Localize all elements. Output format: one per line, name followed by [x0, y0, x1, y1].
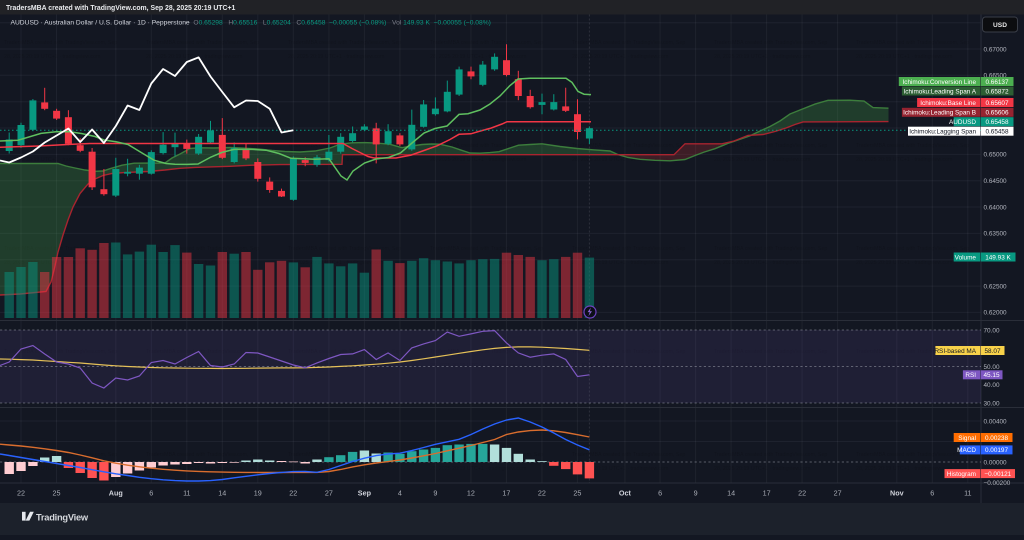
svg-text:22: 22	[289, 489, 297, 498]
svg-text:6: 6	[930, 489, 934, 498]
svg-text:30.00: 30.00	[984, 400, 1000, 407]
svg-text:6: 6	[149, 489, 153, 498]
svg-text:17: 17	[502, 489, 510, 498]
svg-text:Ichimoku:Lagging Span: Ichimoku:Lagging Span	[909, 129, 976, 136]
svg-text:0.64500: 0.64500	[984, 178, 1008, 185]
svg-text:0.67000: 0.67000	[984, 46, 1008, 53]
svg-text:14: 14	[727, 489, 735, 498]
svg-text:MACD: MACD	[957, 447, 976, 454]
svg-text:TradersMBA created with Tradin: TradersMBA created with TradingView.com,…	[6, 5, 235, 12]
svg-text:22: 22	[538, 489, 546, 498]
svg-text:−0.00200: −0.00200	[984, 480, 1011, 487]
svg-text:−0.00121: −0.00121	[984, 471, 1011, 478]
svg-text:50.00: 50.00	[984, 364, 1000, 371]
svg-text:12: 12	[467, 489, 475, 498]
svg-text:9: 9	[433, 489, 437, 498]
svg-text:RSI: RSI	[965, 372, 976, 379]
svg-text:25: 25	[573, 489, 581, 498]
svg-text:22: 22	[798, 489, 806, 498]
svg-text:14: 14	[218, 489, 226, 498]
svg-text:9: 9	[694, 489, 698, 498]
svg-text:0.65607: 0.65607	[985, 100, 1009, 107]
svg-text:0.65458: 0.65458	[985, 129, 1009, 136]
svg-text:0.00197: 0.00197	[985, 447, 1009, 454]
svg-text:AUDUSD: AUDUSD	[949, 119, 976, 126]
svg-text:Nov: Nov	[890, 489, 904, 498]
svg-text:Signal: Signal	[958, 435, 976, 442]
svg-text:11: 11	[964, 489, 971, 498]
svg-text:Oct: Oct	[619, 489, 632, 498]
svg-text:0.65000: 0.65000	[984, 152, 1008, 159]
svg-text:TradingView: TradingView	[36, 513, 89, 523]
svg-text:Ichimoku:Leading Span B: Ichimoku:Leading Span B	[903, 110, 976, 117]
svg-text:Ichimoku:Leading Span A: Ichimoku:Leading Span A	[904, 88, 977, 95]
svg-text:4: 4	[398, 489, 402, 498]
svg-text:0.63500: 0.63500	[984, 231, 1008, 238]
svg-text:0.66137: 0.66137	[985, 79, 1009, 86]
svg-text:0.65872: 0.65872	[985, 88, 1009, 95]
svg-text:11: 11	[183, 489, 190, 498]
svg-text:27: 27	[325, 489, 333, 498]
svg-text:Histogram: Histogram	[947, 471, 976, 478]
svg-text:0.64000: 0.64000	[984, 204, 1008, 211]
svg-text:22: 22	[17, 489, 25, 498]
svg-text:0.00238: 0.00238	[985, 435, 1009, 442]
svg-text:70.00: 70.00	[984, 327, 1000, 334]
svg-text:Sep: Sep	[358, 489, 372, 498]
svg-text:0.00000: 0.00000	[984, 459, 1008, 466]
svg-text:Ichimoku:Base Line: Ichimoku:Base Line	[920, 100, 976, 107]
svg-text:AUDUSD · Australian Dollar / U: AUDUSD · Australian Dollar / U.S. Dollar…	[11, 19, 491, 26]
svg-text:RSI-based MA: RSI-based MA	[934, 348, 976, 355]
svg-text:Aug: Aug	[109, 489, 123, 498]
svg-text:19: 19	[254, 489, 262, 498]
svg-text:0.62500: 0.62500	[984, 283, 1008, 290]
svg-text:USD: USD	[993, 22, 1007, 29]
svg-text:45.15: 45.15	[984, 372, 1000, 379]
svg-text:0.65606: 0.65606	[985, 110, 1009, 117]
svg-text:58.07: 58.07	[985, 348, 1001, 355]
svg-text:Volume: Volume	[955, 254, 977, 261]
svg-text:0.66500: 0.66500	[984, 73, 1008, 80]
svg-text:40.00: 40.00	[984, 382, 1000, 389]
svg-text:27: 27	[834, 489, 842, 498]
svg-text:17: 17	[763, 489, 771, 498]
svg-text:0.00400: 0.00400	[984, 418, 1008, 425]
svg-text:6: 6	[658, 489, 662, 498]
svg-text:0.65458: 0.65458	[985, 119, 1009, 126]
svg-text:25: 25	[53, 489, 61, 498]
svg-text:149.93 K: 149.93 K	[985, 254, 1011, 261]
svg-text:0.62000: 0.62000	[984, 310, 1008, 317]
svg-text:Ichimoku:Conversion Line: Ichimoku:Conversion Line	[902, 79, 976, 86]
